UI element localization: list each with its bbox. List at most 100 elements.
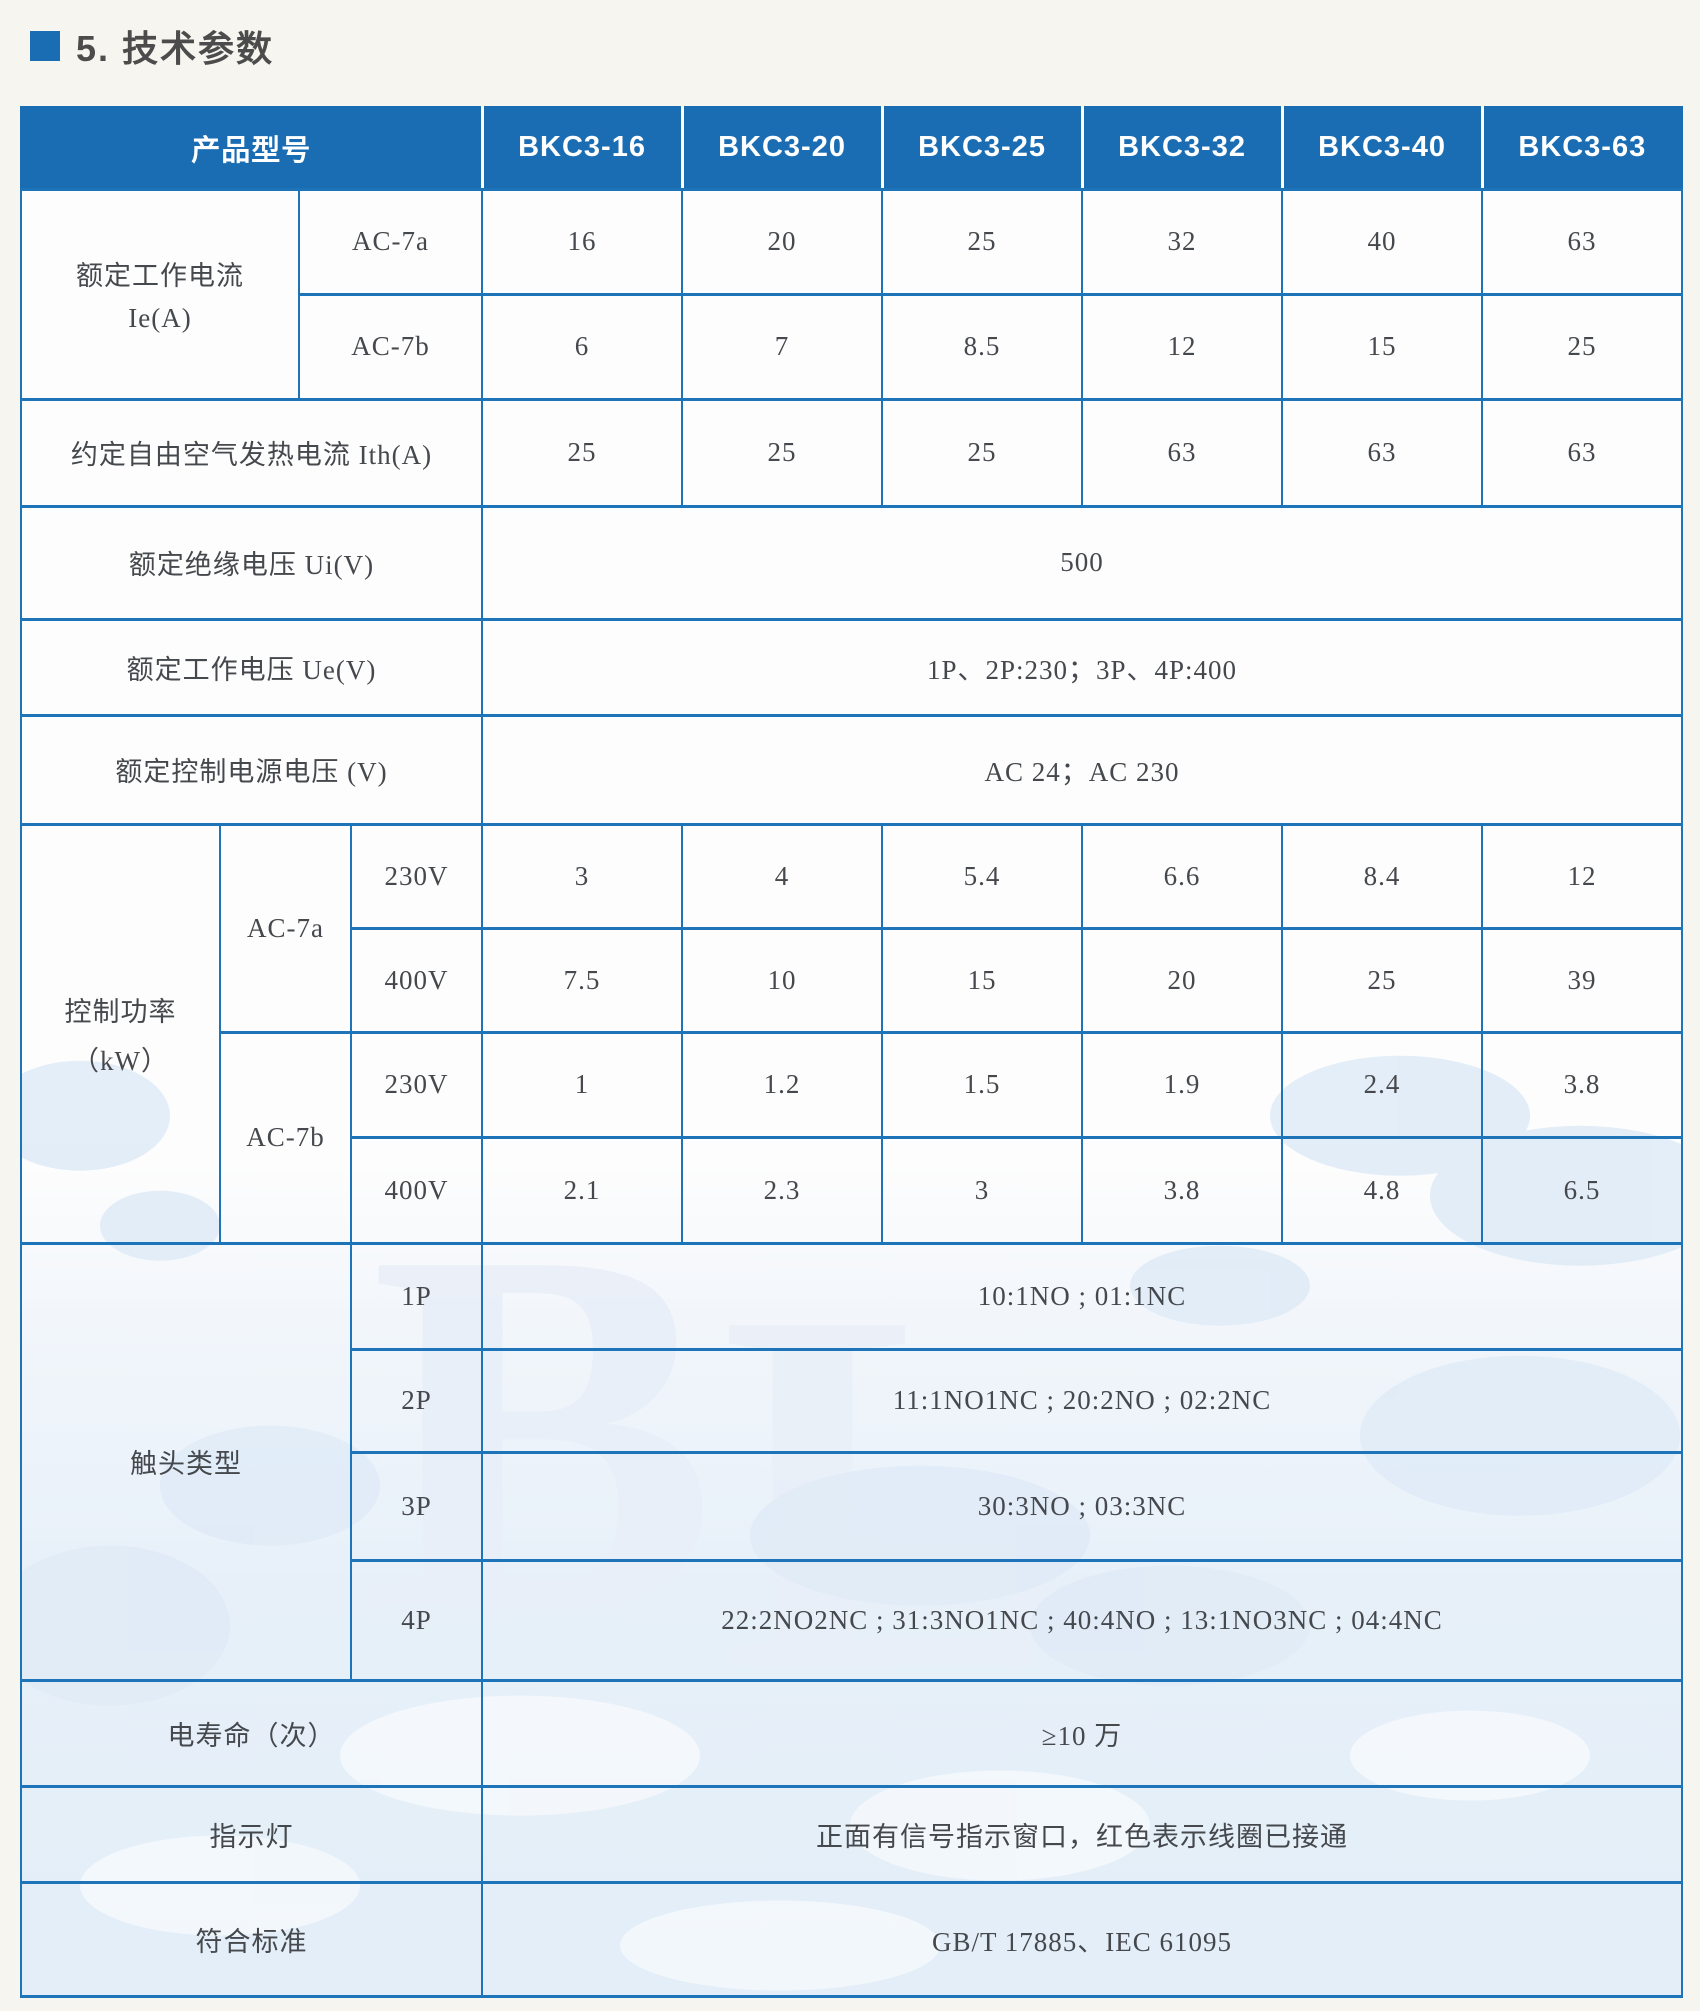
page-title: 5. 技术参数 — [76, 28, 275, 69]
rated-current-ac7a-sublabel: AC-7a — [297, 187, 484, 296]
thermal-current-row: 约定自由空气发热电流 Ith(A) 25 25 25 63 63 63 — [19, 397, 1684, 508]
poles-sublabel-2p: 2P — [349, 1347, 484, 1454]
voltage-sublabel-230v: 230V — [349, 1030, 484, 1139]
value-cell: 1.2 — [681, 1030, 884, 1139]
indicator-label: 指示灯 — [19, 1784, 484, 1884]
value-cell: 25 — [881, 187, 1084, 296]
poles-sublabel-3p: 3P — [349, 1450, 484, 1562]
contact-type-1p-row: 触头类型 1P 10:1NO ; 01:1NC — [20, 1241, 1684, 1682]
value-cell: 1 — [481, 1030, 684, 1139]
value-cell: 6.6 — [1081, 822, 1284, 930]
value-cell: 25 — [881, 397, 1084, 508]
value-cell: 39 — [1481, 926, 1684, 1034]
working-voltage-row: 额定工作电压 Ue(V) 1P、2P:230；3P、4P:400 — [19, 617, 1684, 717]
control-power-ac7a-sublabel: AC-7a — [219, 822, 352, 1034]
value-cell: 7 — [681, 292, 884, 401]
value-cell: 3 — [881, 1135, 1084, 1245]
voltage-sublabel-400v: 400V — [349, 1135, 484, 1245]
value-cell: 4.8 — [1281, 1135, 1484, 1245]
value-cell: 1.9 — [1081, 1030, 1284, 1139]
spec-table-wrap: B L — [19, 106, 1684, 1998]
control-supply-voltage-row: 额定控制电源电压 (V) AC 24；AC 230 — [19, 713, 1684, 826]
value-cell: 40 — [1281, 187, 1484, 296]
rated-current-ac7a-row: 额定工作电流 Ie(A) AC-7a 16 20 25 32 40 63 — [20, 187, 1684, 401]
value-cell: 2.3 — [681, 1135, 884, 1245]
control-supply-voltage-label: 额定控制电源电压 (V) — [19, 713, 484, 826]
header-row: 产品型号 BKC3-16 BKC3-20 BKC3-25 BKC3-32 BKC… — [19, 106, 1684, 191]
standards-label: 符合标准 — [19, 1880, 484, 1998]
header-model-bkc3-32: BKC3-32 — [1080, 106, 1284, 191]
control-supply-voltage-value: AC 24；AC 230 — [481, 713, 1684, 826]
poles-sublabel-4p: 4P — [349, 1558, 484, 1682]
insulation-voltage-label: 额定绝缘电压 Ui(V) — [19, 504, 484, 621]
control-power-ac7a-230-row: 控制功率 （kW） AC-7a 230V 3 4 5.4 6.6 8.4 12 — [20, 822, 1684, 1245]
thermal-current-label: 约定自由空气发热电流 Ith(A) — [19, 397, 484, 508]
header-product-model: 产品型号 — [19, 106, 484, 191]
value-cell: 12 — [1081, 292, 1284, 401]
value-cell: 63 — [1481, 397, 1684, 508]
value-cell: 8.5 — [881, 292, 1084, 401]
section-title: 5. 技术参数 — [30, 20, 274, 72]
header-model-bkc3-25: BKC3-25 — [880, 106, 1084, 191]
rated-current-label: 额定工作电流 Ie(A) — [20, 187, 300, 401]
electrical-life-row: 电寿命（次） ≥10 万 — [19, 1678, 1684, 1788]
header-model-bkc3-63: BKC3-63 — [1480, 106, 1684, 191]
insulation-voltage-value: 500 — [481, 504, 1684, 621]
header-model-bkc3-40: BKC3-40 — [1280, 106, 1484, 191]
value-cell: 63 — [1081, 397, 1284, 508]
value-cell: 20 — [1081, 926, 1284, 1034]
value-cell: 12 — [1481, 822, 1684, 930]
header-model-bkc3-20: BKC3-20 — [680, 106, 884, 191]
contact-type-4p-value: 22:2NO2NC ; 31:3NO1NC ; 40:4NO ; 13:1NO3… — [481, 1558, 1684, 1682]
value-cell: 25 — [481, 397, 684, 508]
value-cell: 25 — [681, 397, 884, 508]
poles-sublabel-1p: 1P — [349, 1241, 484, 1351]
value-cell: 32 — [1081, 187, 1284, 296]
value-cell: 7.5 — [481, 926, 684, 1034]
standards-value: GB/T 17885、IEC 61095 — [481, 1880, 1684, 1998]
value-cell: 15 — [1281, 292, 1484, 401]
control-power-ac7a-400-row: 400V 7.5 10 15 20 25 39 — [21, 926, 1684, 1034]
value-cell: 1.5 — [881, 1030, 1084, 1139]
value-cell: 63 — [1281, 397, 1484, 508]
control-power-ac7b-sublabel: AC-7b — [219, 1030, 352, 1245]
spec-table: 产品型号 BKC3-16 BKC3-20 BKC3-25 BKC3-32 BKC… — [19, 106, 1684, 1998]
indicator-row: 指示灯 正面有信号指示窗口，红色表示线圈已接通 — [19, 1784, 1684, 1884]
control-power-ac7b-230-row: AC-7b 230V 1 1.2 1.5 1.9 2.4 3.8 — [21, 1030, 1684, 1245]
insulation-voltage-row: 额定绝缘电压 Ui(V) 500 — [19, 504, 1684, 621]
value-cell: 25 — [1281, 926, 1484, 1034]
value-cell: 8.4 — [1281, 822, 1484, 930]
value-cell: 2.4 — [1281, 1030, 1484, 1139]
voltage-sublabel-400v: 400V — [349, 926, 484, 1034]
value-cell: 3.8 — [1481, 1030, 1684, 1139]
value-cell: 10 — [681, 926, 884, 1034]
value-cell: 15 — [881, 926, 1084, 1034]
section-bullet-icon — [30, 31, 60, 61]
contact-type-label: 触头类型 — [20, 1241, 352, 1682]
header-model-bkc3-16: BKC3-16 — [480, 106, 684, 191]
electrical-life-label: 电寿命（次） — [19, 1678, 484, 1788]
standards-row: 符合标准 GB/T 17885、IEC 61095 — [19, 1880, 1684, 1998]
value-cell: 2.1 — [481, 1135, 684, 1245]
contact-type-2p-value: 11:1NO1NC ; 20:2NO ; 02:2NC — [481, 1347, 1684, 1454]
working-voltage-value: 1P、2P:230；3P、4P:400 — [481, 617, 1684, 717]
contact-type-3p-value: 30:3NO ; 03:3NC — [481, 1450, 1684, 1562]
value-cell: 63 — [1481, 187, 1684, 296]
value-cell: 4 — [681, 822, 884, 930]
electrical-life-value: ≥10 万 — [481, 1678, 1684, 1788]
value-cell: 6.5 — [1481, 1135, 1684, 1245]
control-power-label: 控制功率 （kW） — [20, 822, 221, 1245]
rated-current-ac7b-row: AC-7b 6 7 8.5 12 15 25 — [21, 292, 1684, 401]
value-cell: 16 — [481, 187, 684, 296]
indicator-value: 正面有信号指示窗口，红色表示线圈已接通 — [481, 1784, 1684, 1884]
value-cell: 3 — [481, 822, 684, 930]
value-cell: 3.8 — [1081, 1135, 1284, 1245]
working-voltage-label: 额定工作电压 Ue(V) — [19, 617, 484, 717]
value-cell: 6 — [481, 292, 684, 401]
voltage-sublabel-230v: 230V — [349, 822, 484, 930]
rated-current-ac7b-sublabel: AC-7b — [297, 292, 484, 401]
value-cell: 20 — [681, 187, 884, 296]
value-cell: 25 — [1481, 292, 1684, 401]
value-cell: 5.4 — [881, 822, 1084, 930]
contact-type-1p-value: 10:1NO ; 01:1NC — [481, 1241, 1684, 1351]
